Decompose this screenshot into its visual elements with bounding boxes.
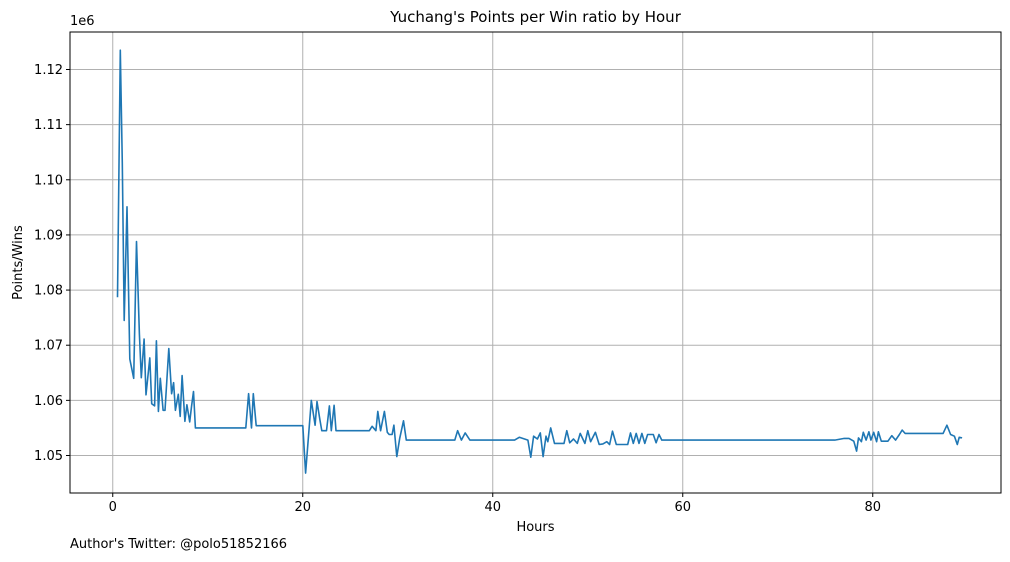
- y-axis-label: Points/Wins: [11, 225, 26, 300]
- x-tick-label: 40: [484, 500, 501, 515]
- y-tick-label: 1.09: [34, 228, 63, 243]
- y-tick-label: 1.08: [34, 284, 63, 299]
- y-tick-label: 1.06: [34, 394, 63, 409]
- y-axis-offset-label: 1e6: [70, 14, 95, 29]
- x-tick-label: 20: [294, 500, 311, 515]
- y-tick-label: 1.05: [34, 449, 63, 464]
- y-tick-label: 1.11: [34, 118, 63, 133]
- x-tick-label: 60: [674, 500, 691, 515]
- y-tick-label: 1.10: [34, 173, 63, 188]
- y-tick-label: 1.07: [34, 339, 63, 354]
- y-tick-label: 1.12: [34, 63, 63, 78]
- grid-layer: [70, 32, 1001, 493]
- plot-frame: [69, 31, 1002, 494]
- points-per-win-line: [116, 49, 963, 474]
- x-tick-label: 80: [864, 500, 881, 515]
- author-footnote: Author's Twitter: @polo51852166: [70, 537, 288, 552]
- chart-title: Yuchang's Points per Win ratio by Hour: [389, 8, 682, 26]
- x-tick-label: 0: [109, 500, 117, 515]
- tick-layer: 0 20 40 60 80 1.05 1.06 1.07 1.08 1.09 1.10 1.11 1.1…: [34, 63, 881, 515]
- x-axis-label: Hours: [516, 520, 554, 535]
